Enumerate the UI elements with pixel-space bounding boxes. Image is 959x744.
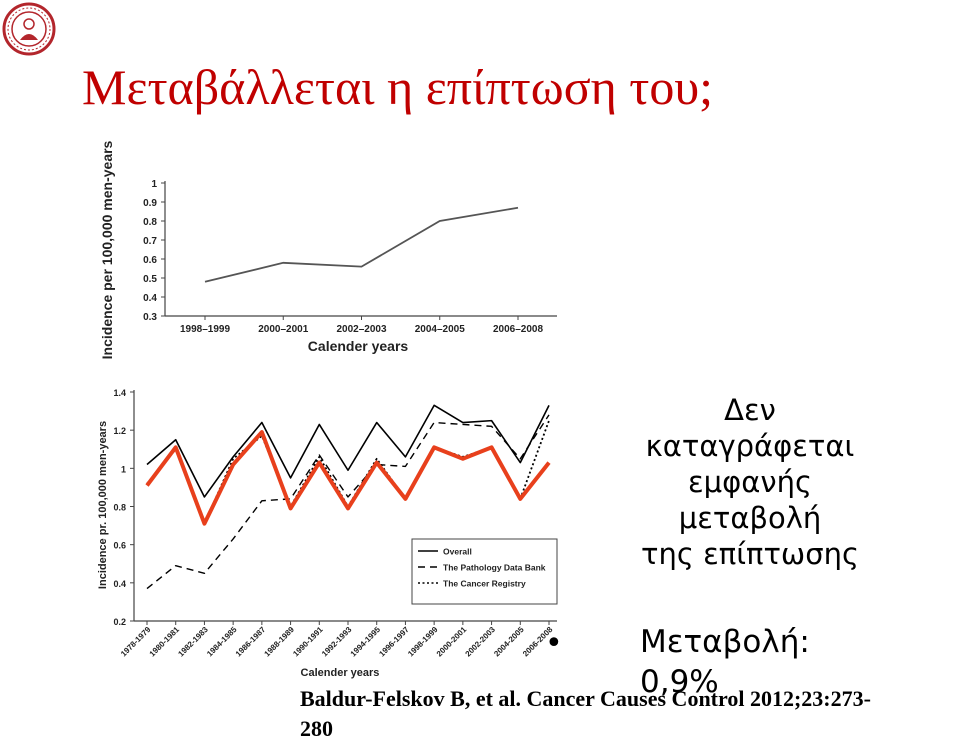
chart1-x-tick-label: 1998–1999 xyxy=(180,324,230,335)
chart2-x-tick-label: 1990-1991 xyxy=(291,625,325,659)
metric-label: Μεταβολή: xyxy=(640,624,810,660)
chart1-x-tick-label: 2002–2003 xyxy=(336,324,386,335)
note-line: της επίπτωσης xyxy=(640,537,859,571)
chart2-x-tick-label: 1984-1985 xyxy=(205,625,239,659)
chart1-y-tick-label: 0.9 xyxy=(143,198,157,209)
finding-note: Δεν καταγράφεται εμφανής μεταβολή της επ… xyxy=(600,392,900,572)
chart2-x-tick-label: 2004-2005 xyxy=(492,625,526,659)
chart1-y-tick-label: 0.8 xyxy=(143,217,157,228)
note-line: εμφανής xyxy=(688,465,812,499)
chart2-y-tick-label: 0.2 xyxy=(113,617,126,627)
metric-value: 0,9% xyxy=(640,664,719,700)
chart2-y-tick-label: 1.2 xyxy=(113,426,126,436)
change-metric: Μεταβολή: 0,9% xyxy=(640,622,810,702)
slide-title: Μεταβάλλεται η επίπτωση του; xyxy=(82,59,714,115)
note-line: μεταβολή xyxy=(678,501,822,535)
chart1-y-tick-label: 0.5 xyxy=(143,274,157,285)
chart1-x-tick-label: 2000–2001 xyxy=(258,324,308,335)
chart2-series-line-the-pathology-data-bank xyxy=(146,414,550,590)
chart2-y-tick-label: 1.4 xyxy=(113,388,126,398)
chart1-y-tick-label: 0.4 xyxy=(143,293,157,304)
chart2-x-tick-label: 2002-2003 xyxy=(464,625,498,659)
chart2-x-tick-label: 1992-1993 xyxy=(320,625,354,659)
chart1-y-tick-label: 1 xyxy=(151,179,157,190)
chart2-series-line-the-cancer-registry xyxy=(146,420,550,525)
chart1-y-tick-label: 0.6 xyxy=(143,255,157,266)
bullet-icon: • xyxy=(545,626,563,661)
chart2-legend-box xyxy=(411,538,558,605)
chart1-ylabel: Incidence per 100,000 men-years xyxy=(99,140,115,359)
chart2-x-tick-label: 1982-1983 xyxy=(176,625,210,659)
chart1-y-tick-label: 0.3 xyxy=(143,312,157,323)
chart2-x-tick-label: 1996-1997 xyxy=(377,625,411,659)
citation: Baldur-Felskov B, et al. Cancer Causes C… xyxy=(300,684,871,744)
chart1-y-tick-label: 0.7 xyxy=(143,236,157,247)
chart2-legend-label: The Pathology Data Bank xyxy=(443,563,546,573)
citation-line: 280 xyxy=(300,716,333,741)
chart2-x-tick-label: 1978-1979 xyxy=(119,625,153,659)
chart2-legend-label: The Cancer Registry xyxy=(443,579,526,589)
chart2-x-tick-label: 1986-1987 xyxy=(234,625,268,659)
chart2-x-tick-label: 1998-1999 xyxy=(406,625,440,659)
chart2-legend-label: Overall xyxy=(443,547,472,557)
chart1-series-line xyxy=(204,206,519,283)
chart2-legend: Overall The Pathology Data Bank The Cancer… xyxy=(411,538,558,605)
note-line: καταγράφεται xyxy=(645,429,855,463)
chart2-x-tick-label: 1994-1995 xyxy=(349,625,383,659)
chart2-xlabel: Calender years xyxy=(301,667,380,679)
chart2-y-tick-label: 1 xyxy=(121,464,126,474)
chart1-xlabel: Calender years xyxy=(308,338,409,354)
chart2-y-tick-label: 0.6 xyxy=(113,541,126,551)
note-line: Δεν xyxy=(724,393,776,427)
chart2-y-tick-label: 0.4 xyxy=(113,579,126,589)
chart2-x-tick-label: 1980-1981 xyxy=(148,625,182,659)
citation-line: Baldur-Felskov B, et al. Cancer Causes C… xyxy=(300,686,871,711)
university-seal-logo xyxy=(2,2,56,56)
chart2-y-tick-label: 0.8 xyxy=(113,503,126,513)
chart2-series-line-highlight xyxy=(145,430,551,526)
chart2-ylabel: Incidence pr. 100,000 men-years xyxy=(97,421,109,589)
chart2-x-tick-label: 2000-2001 xyxy=(435,625,469,659)
chart1-x-tick-label: 2004–2005 xyxy=(415,324,465,335)
chart1-x-tick-label: 2006–2008 xyxy=(493,324,543,335)
chart2-x-tick-label: 1988-1989 xyxy=(263,625,297,659)
chart2-series-line-overall xyxy=(146,404,550,498)
